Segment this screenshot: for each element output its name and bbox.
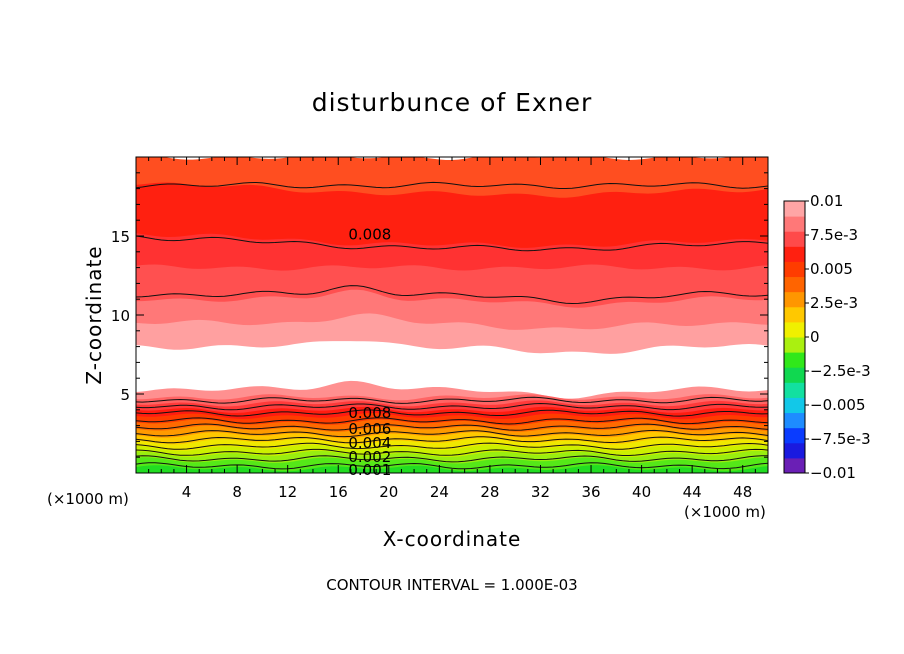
y-axis-label: Z-coordinate — [82, 245, 106, 385]
x-tick-label: 4 — [182, 483, 192, 501]
contour-line — [136, 462, 768, 470]
contour-line — [136, 235, 768, 252]
contour-line — [136, 402, 768, 411]
x-tick-label: 44 — [683, 483, 702, 501]
x-tick-label: 8 — [232, 483, 242, 501]
colorbar-swatch — [784, 291, 805, 308]
contour-line — [136, 285, 768, 305]
contour-line — [136, 429, 768, 438]
contour-line — [136, 396, 768, 404]
contour-line — [136, 448, 768, 456]
y-tick-label: 5 — [120, 386, 130, 404]
x-tick-label: 28 — [480, 483, 499, 501]
contour-line — [136, 436, 768, 444]
y-axis-ticks: 5 10 15 — [111, 172, 768, 458]
colorbar-label: 0 — [810, 328, 820, 346]
colorbar-label: 2.5e-3 — [810, 294, 858, 312]
contour-label: 0.008 — [348, 404, 391, 422]
contour-band — [136, 465, 768, 473]
contour-line — [136, 409, 768, 417]
contour-line — [136, 455, 768, 463]
colorbar-swatch — [784, 352, 805, 368]
contour-label: 0.001 — [348, 461, 391, 479]
contour-label: 0.002 — [348, 448, 391, 466]
y-tick-label: 15 — [111, 228, 130, 246]
colorbar-swatch — [784, 276, 805, 293]
filled-contour-bands — [136, 157, 768, 473]
colorbar-swatch — [784, 397, 805, 414]
contour-line — [136, 417, 768, 425]
contour-interval-note: CONTOUR INTERVAL = 1.000E-03 — [326, 576, 578, 594]
colorbar-swatch — [784, 306, 805, 323]
colorbar-swatch — [784, 261, 805, 278]
x-tick-label: 20 — [379, 483, 398, 501]
colorbar-label: −0.005 — [810, 396, 866, 414]
colorbar-label: −0.01 — [810, 464, 856, 482]
colorbar-label: 0.005 — [810, 260, 853, 278]
x-tick-label: 16 — [329, 483, 348, 501]
colorbar-swatch — [784, 427, 805, 444]
contour-lines — [136, 181, 768, 470]
x-tick-label: 40 — [632, 483, 651, 501]
colorbar-label: −7.5e-3 — [810, 430, 871, 448]
contour-line — [136, 442, 768, 450]
y-tick-label: 10 — [111, 307, 130, 325]
colorbar-swatch — [784, 442, 805, 459]
x-unit-label-left: (×1000 m) — [47, 490, 129, 508]
colorbar-label: 0.01 — [810, 192, 843, 210]
colorbar-swatch — [784, 382, 805, 398]
contour-label: 0.008 — [348, 225, 391, 243]
x-tick-label: 12 — [278, 483, 297, 501]
colorbar-swatch — [784, 321, 805, 338]
colorbar-swatch — [784, 231, 805, 247]
colorbar-swatch — [784, 457, 805, 474]
colorbar: 0.01 7.5e-3 0.005 2.5e-3 0 −2.5e-3 −0.005 −7.5e… — [783, 192, 871, 482]
contour-line — [136, 423, 768, 431]
x-tick-label: 32 — [531, 483, 550, 501]
colorbar-label: −2.5e-3 — [810, 362, 871, 380]
colorbar-label: 7.5e-3 — [810, 226, 858, 244]
contour-label: 0.006 — [348, 420, 391, 438]
colorbar-swatch — [784, 337, 805, 353]
colorbar-swatch — [784, 367, 805, 383]
contour-label: 0.004 — [348, 434, 391, 452]
colorbar-swatch — [784, 216, 805, 232]
colorbar-swatch — [784, 246, 805, 262]
x-tick-label: 36 — [581, 483, 600, 501]
x-unit-label-right: (×1000 m) — [684, 503, 766, 521]
x-tick-label: 48 — [733, 483, 752, 501]
contour-line — [136, 181, 768, 189]
x-tick-label: 24 — [430, 483, 449, 501]
x-axis-label: X-coordinate — [382, 527, 522, 551]
colorbar-swatch — [784, 412, 805, 429]
chart-title: disturbunce of Exner — [311, 88, 593, 117]
x-axis-ticks: 4 8 12 16 20 24 28 32 36 40 44 48 — [148, 157, 756, 501]
colorbar-swatch — [784, 201, 805, 217]
